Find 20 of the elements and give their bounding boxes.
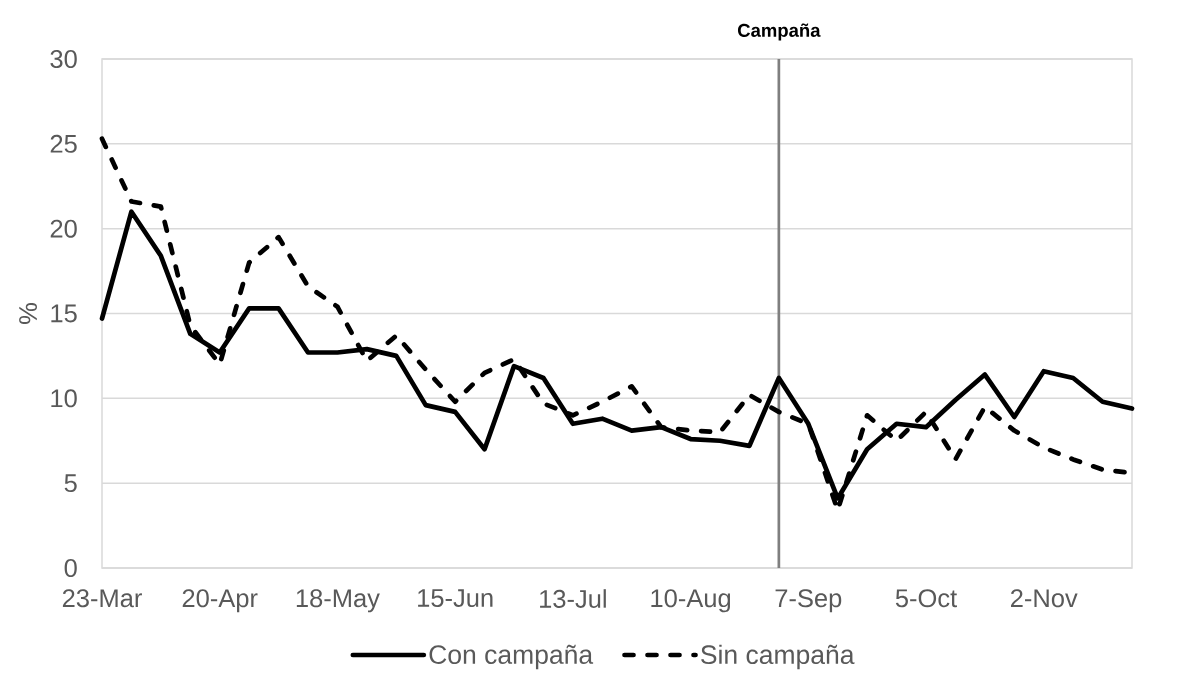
legend-label: Con campaña [429,644,594,670]
legend-label: Sin campaña [701,644,855,670]
x-tick-label: 18-May [296,589,380,613]
x-tick-label: 13-Jul [540,589,606,608]
y-tick-label: 20 [50,219,77,238]
y-tick-label: 10 [51,389,77,408]
x-tick-label: 10-Aug [651,589,731,613]
x-tick-label: 7-Sep [775,589,842,613]
x-tick-label: 23-Mar [62,589,142,608]
x-tick-label: 2-Nov [1010,589,1078,608]
y-tick-label: 5 [64,474,77,493]
x-tick-label: 5-Oct [895,589,957,608]
x-tick-label: 20-Apr [182,589,258,613]
y-tick-label: 0 [64,558,77,578]
y-tick-label: 30 [50,49,77,69]
x-tick-label: 15-Jun [418,589,493,607]
ref-line-label: Campaña [737,23,821,41]
y-tick-label: 25 [50,134,77,153]
y-tick-label: 15 [51,304,77,323]
y-axis-title: % [19,303,37,324]
